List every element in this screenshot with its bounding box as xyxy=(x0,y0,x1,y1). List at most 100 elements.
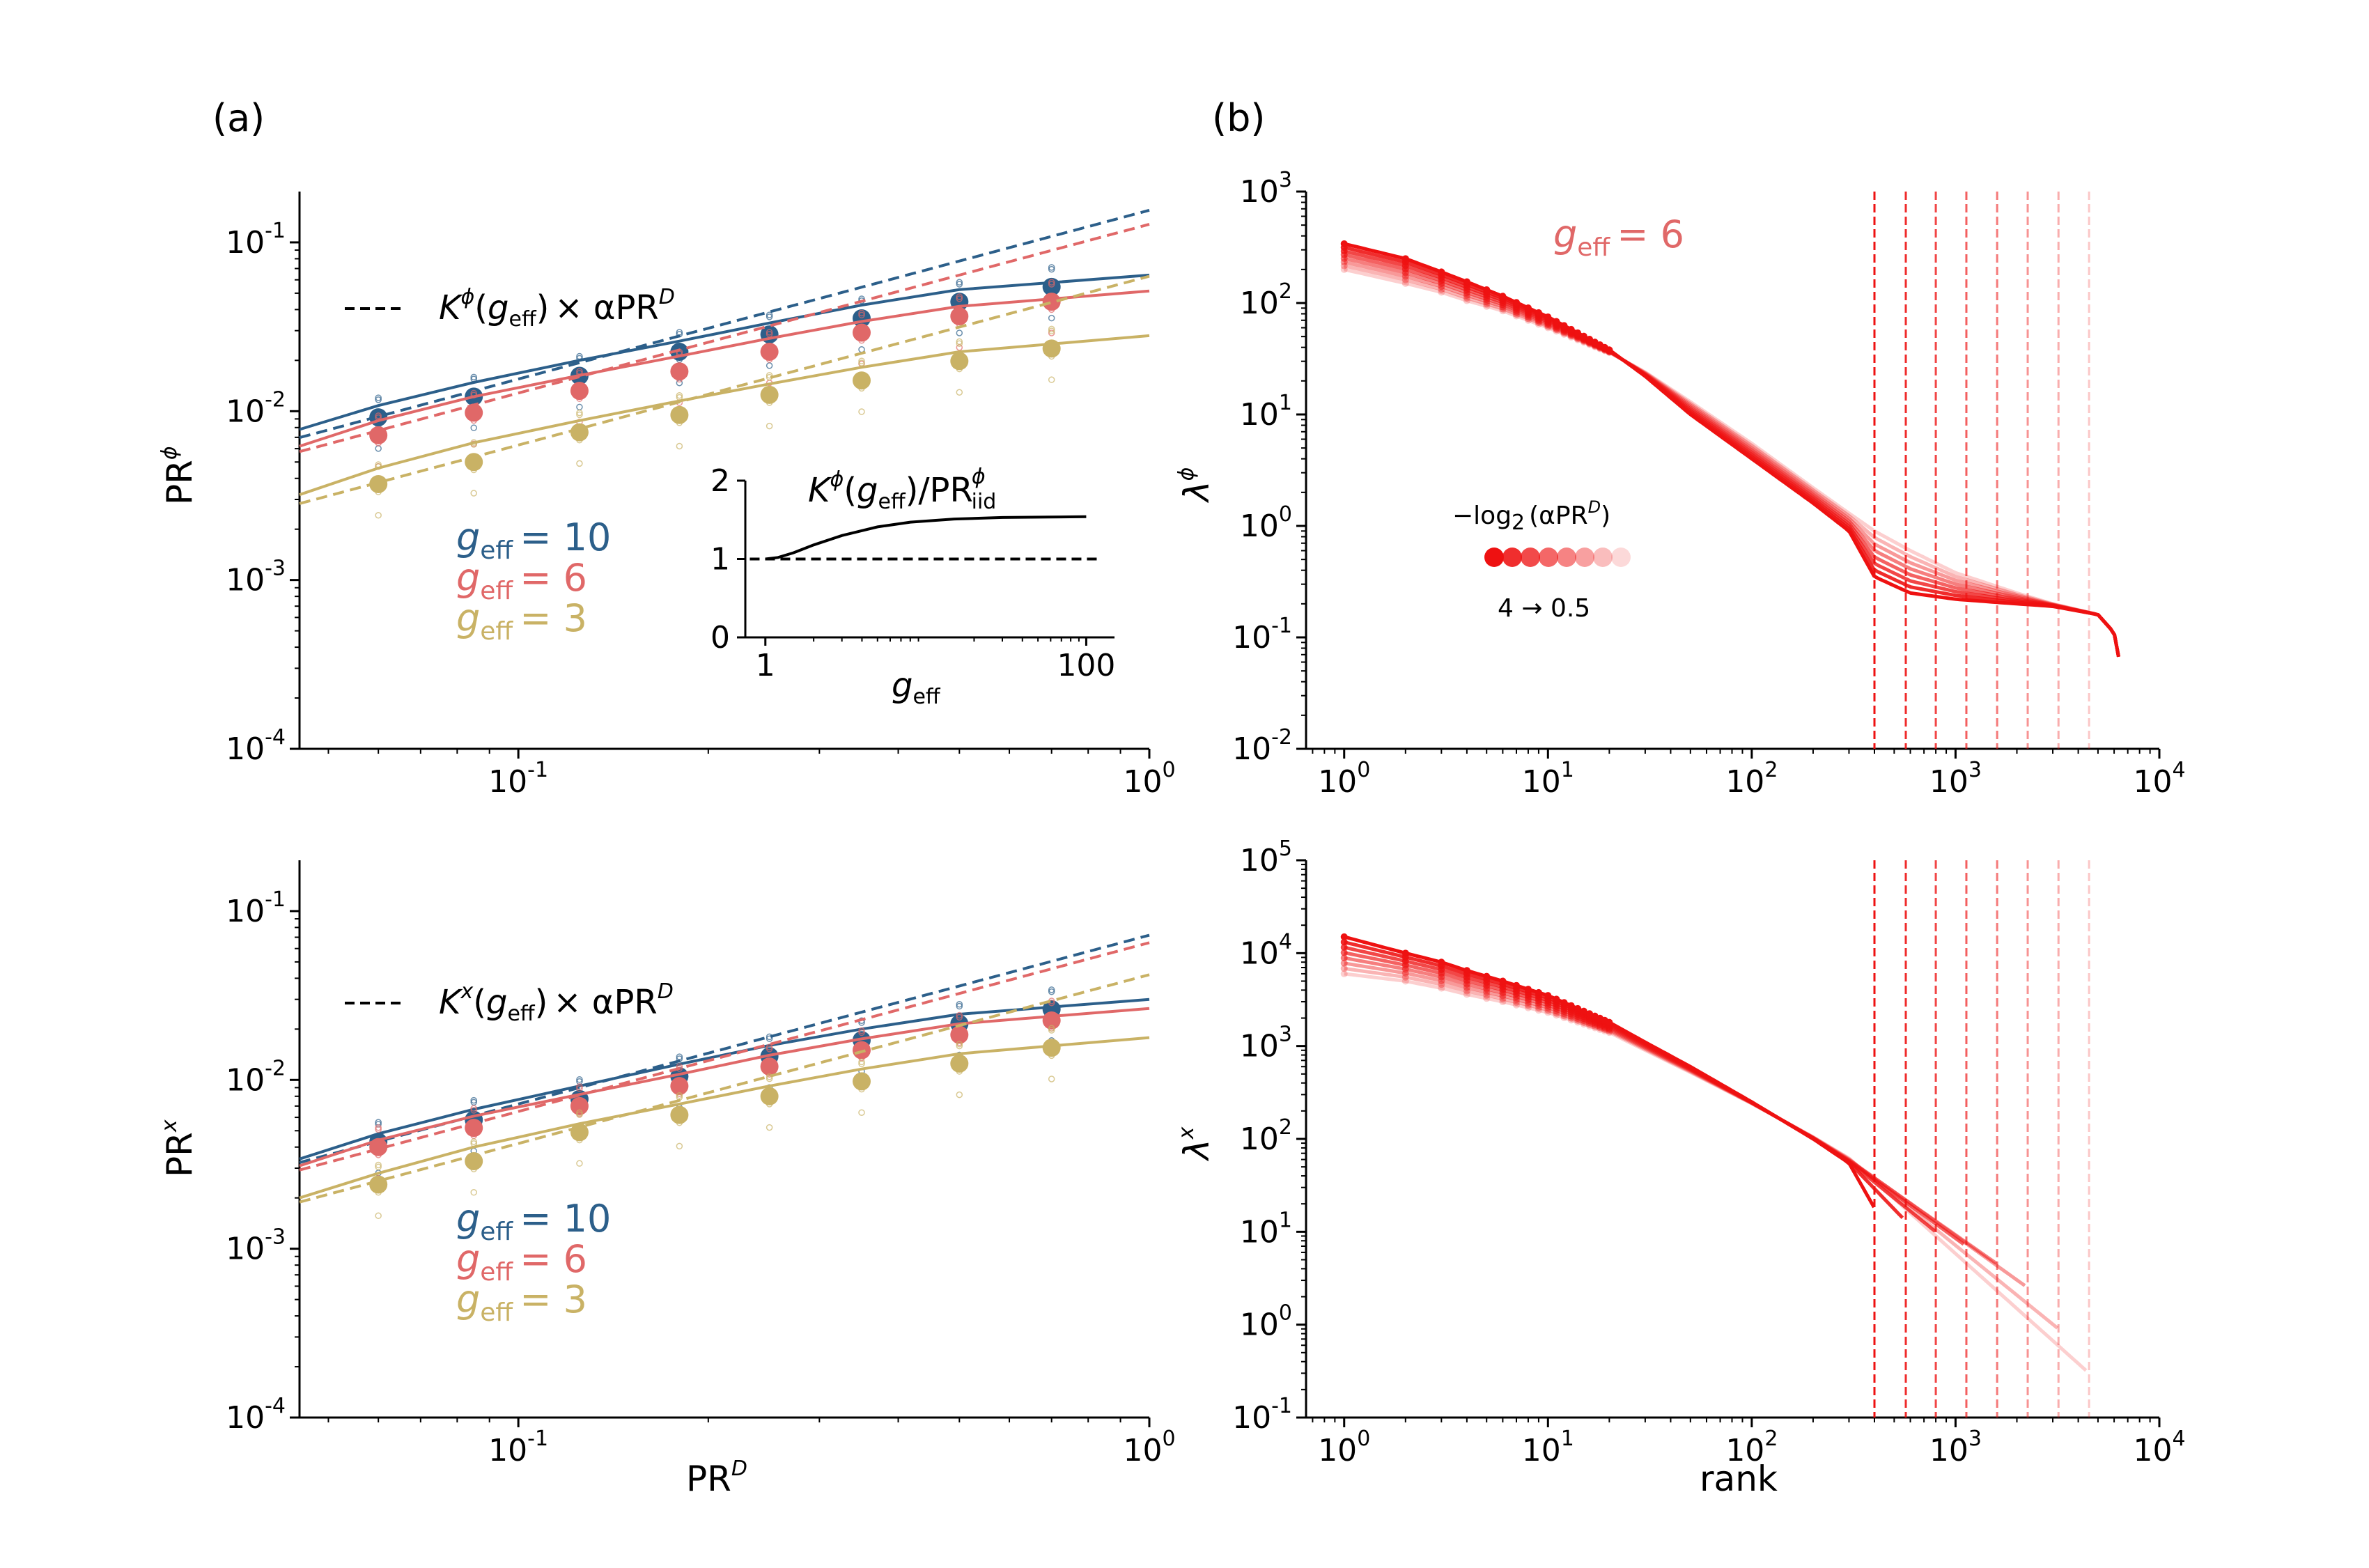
spectrum-point xyxy=(1568,326,1575,333)
spectrum-point xyxy=(1402,255,1409,262)
spectrum-point xyxy=(1483,973,1490,980)
sample-point xyxy=(676,444,682,449)
sample-point xyxy=(956,1092,962,1098)
y-tick-label: 100 xyxy=(1240,502,1292,544)
sample-point xyxy=(859,1110,864,1115)
x-tick-label: 10-1 xyxy=(488,758,548,800)
annotation-g6: geff = 6 xyxy=(1553,212,1684,262)
colorbar-title: −log2 (αPRD) xyxy=(1452,497,1610,535)
mean-point xyxy=(670,362,688,380)
mean-point xyxy=(465,1119,483,1137)
panel-label-b: (b) xyxy=(1212,96,1265,140)
mean-point xyxy=(369,475,387,493)
x-tick-label: 103 xyxy=(1929,758,1982,800)
spectrum-point xyxy=(1402,949,1409,956)
mean-point xyxy=(853,1041,871,1059)
sample-point xyxy=(471,490,476,496)
sample-point xyxy=(676,1143,682,1149)
sample-point xyxy=(767,1125,772,1131)
mean-point xyxy=(570,382,589,400)
dashed-line-series xyxy=(300,224,1149,451)
spectrum-point xyxy=(1438,958,1445,965)
sample-point xyxy=(1049,316,1055,321)
inset-title: Kϕ(geff)/PRϕ iid xyxy=(808,465,996,514)
inset-xlabel: geff xyxy=(892,666,941,709)
spectrum-curve xyxy=(1344,974,2086,1371)
x-tick-label: 104 xyxy=(2133,758,2185,800)
spectrum-point xyxy=(1513,299,1520,306)
colorbar-legend: −log2 (αPRD) 4 → 0.5 xyxy=(1452,497,1631,623)
sample-point xyxy=(577,404,582,410)
colorbar-range: 4 → 0.5 xyxy=(1498,594,1590,623)
sample-point xyxy=(471,425,476,430)
y-tick-label: 10-1 xyxy=(226,219,286,261)
sample-point xyxy=(1049,1076,1055,1082)
spectrum-curve xyxy=(1344,947,1936,1232)
inset-plot: 0121 100 Kϕ(geff)/PRϕ iid geff xyxy=(710,463,1115,709)
label-g3-bottom: geff = 3 xyxy=(456,1278,587,1327)
legend-text-a-top: Kϕ(geff) × αPRD xyxy=(439,285,675,332)
axes-b-bottom xyxy=(1306,860,2159,1418)
spectrum-point xyxy=(1483,286,1490,293)
mean-point xyxy=(1043,1039,1061,1057)
inset-x-tick-label: 1 xyxy=(756,648,775,683)
mean-point xyxy=(1043,339,1061,357)
mean-point xyxy=(670,406,688,424)
legend-a-bottom: Kx(geff) × αPRD xyxy=(345,979,674,1026)
y-tick-label: 10-4 xyxy=(226,1394,286,1436)
y-tick-label: 101 xyxy=(1240,391,1292,433)
y-tick-label: 104 xyxy=(1240,929,1292,971)
colorbar-dot xyxy=(1593,548,1613,567)
mean-point xyxy=(465,453,483,471)
spectrum-point xyxy=(1544,313,1551,320)
ylabel-b-top: λϕ xyxy=(1174,467,1217,504)
panel-label-a: (a) xyxy=(212,96,265,140)
fit-curve-series xyxy=(300,1038,1149,1198)
y-tick-label: 102 xyxy=(1240,279,1292,321)
y-tick-label: 10-1 xyxy=(226,887,286,929)
figure: (a) (b) 10-4 10-3 10-2 10-1 10-1 100 10-4 10-3… xyxy=(0,0,2369,1568)
y-tick-label: 10-2 xyxy=(1232,725,1292,767)
y-tick-label: 10-3 xyxy=(226,1225,286,1267)
mean-point xyxy=(950,1055,968,1073)
sample-point xyxy=(471,1190,476,1195)
y-tick-label: 102 xyxy=(1240,1115,1292,1157)
spectrum-point xyxy=(1341,933,1348,940)
sample-point xyxy=(375,446,381,451)
y-tick-label: 105 xyxy=(1240,837,1292,878)
ticks-a-top: 10-4 10-3 10-2 10-1 10-1 100 xyxy=(226,219,1175,800)
inset-y-tick-label: 0 xyxy=(710,620,730,655)
spectrum-point xyxy=(1544,992,1551,999)
mean-point xyxy=(853,1072,871,1090)
y-tick-label: 10-4 xyxy=(226,725,286,767)
mean-point xyxy=(853,371,871,389)
dashed-line-series xyxy=(300,942,1149,1170)
axes-a-bottom xyxy=(300,860,1149,1418)
sample-point xyxy=(767,424,772,429)
colorbar-dot xyxy=(1611,548,1631,567)
ticks-b-bottom: 10-1100101102103104105100 101 102 103 104 xyxy=(1232,837,2185,1468)
x-tick-label: 101 xyxy=(1522,1427,1574,1468)
y-tick-label: 103 xyxy=(1240,168,1292,210)
y-tick-label: 10-3 xyxy=(226,557,286,598)
spectrum-point xyxy=(1463,279,1470,286)
plot-b-top xyxy=(1341,192,2119,749)
colorbar-dot xyxy=(1521,548,1540,567)
spectrum-point xyxy=(1574,329,1581,336)
colorbar-dot xyxy=(1502,548,1522,567)
mean-point xyxy=(761,343,779,361)
colorbar-dot xyxy=(1539,548,1558,567)
x-tick-label: 104 xyxy=(2133,1427,2185,1468)
spectrum-point xyxy=(1513,982,1520,989)
inset-x-tick-label: 100 xyxy=(1057,648,1115,683)
spectrum-curve xyxy=(1344,958,1996,1264)
sample-point xyxy=(1049,377,1055,382)
sample-point xyxy=(375,1213,381,1218)
x-tick-label: 102 xyxy=(1725,758,1778,800)
x-tick-label: 100 xyxy=(1318,758,1370,800)
spectrum-curve xyxy=(1344,968,2058,1328)
fit-curve-series xyxy=(300,275,1149,430)
x-tick-label: 10-1 xyxy=(488,1427,548,1468)
y-tick-label: 10-1 xyxy=(1232,1394,1292,1436)
x-tick-label: 101 xyxy=(1522,758,1574,800)
